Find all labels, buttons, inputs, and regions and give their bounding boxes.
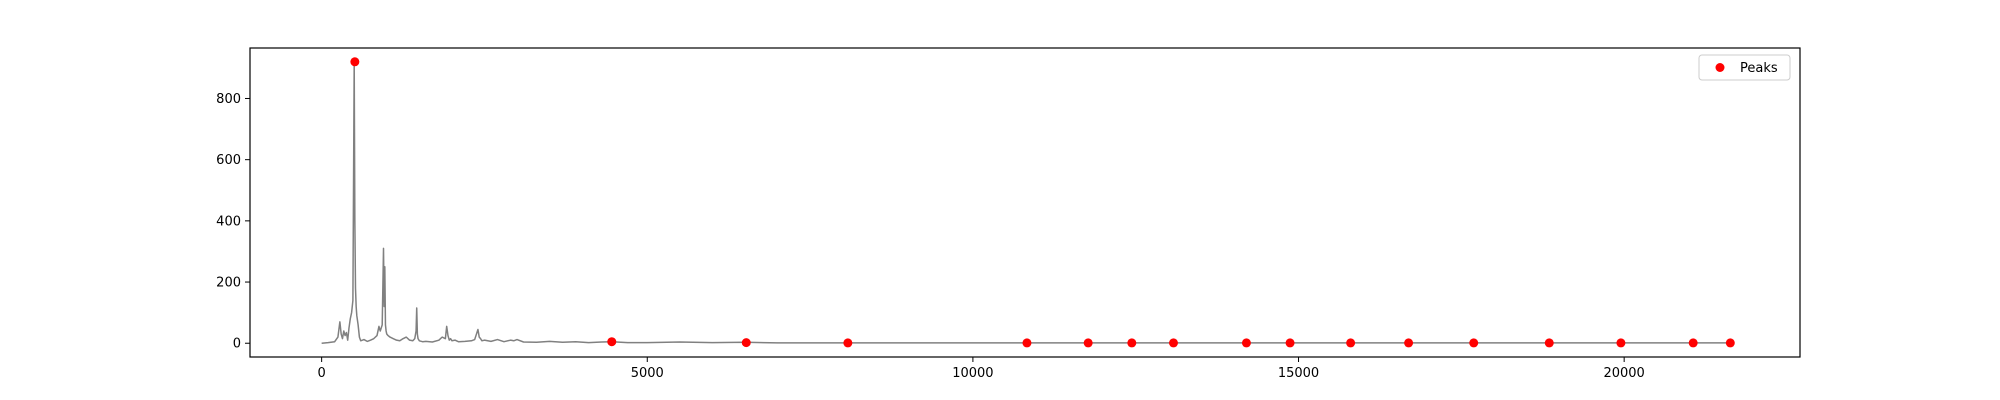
y-tick-label: 200: [216, 276, 241, 291]
peak-point: [1544, 338, 1554, 348]
peak-point: [1725, 338, 1735, 348]
peak-point: [1241, 338, 1251, 348]
peak-point: [1285, 338, 1295, 348]
x-tick-label: 0: [317, 366, 325, 381]
legend: Peaks: [1698, 54, 1791, 81]
plot-area: [321, 57, 1735, 348]
legend-label: Peaks: [1740, 61, 1778, 76]
peak-point: [1346, 338, 1356, 348]
peak-point: [1127, 338, 1137, 348]
x-tick-label: 15000: [1278, 366, 1319, 381]
y-tick-label: 600: [216, 153, 241, 168]
peak-point: [1083, 338, 1093, 348]
y-tick-label: 800: [216, 92, 241, 107]
peak-point: [1022, 338, 1032, 348]
x-tick-label: 20000: [1603, 366, 1644, 381]
legend-box: [1698, 54, 1791, 81]
x-axis: 0 5000 10000 15000 20000: [317, 357, 1645, 381]
x-tick-label: 10000: [952, 366, 993, 381]
signal-line: [321, 61, 1729, 344]
peak-point: [1469, 338, 1479, 348]
peak-point: [843, 338, 853, 348]
peak-point: [1616, 338, 1626, 348]
legend-marker: [1715, 63, 1725, 72]
peak-point: [741, 338, 751, 348]
peak-point: [1688, 338, 1698, 348]
y-tick-label: 0: [233, 337, 241, 352]
axes-frame: [249, 47, 1801, 358]
y-axis: 0 200 400 600 800: [216, 92, 250, 352]
peak-point: [350, 57, 360, 67]
peak-point: [607, 337, 617, 347]
x-tick-label: 5000: [631, 366, 664, 381]
y-tick-label: 400: [216, 214, 241, 229]
peak-point: [1404, 338, 1414, 348]
peak-point: [1168, 338, 1178, 348]
